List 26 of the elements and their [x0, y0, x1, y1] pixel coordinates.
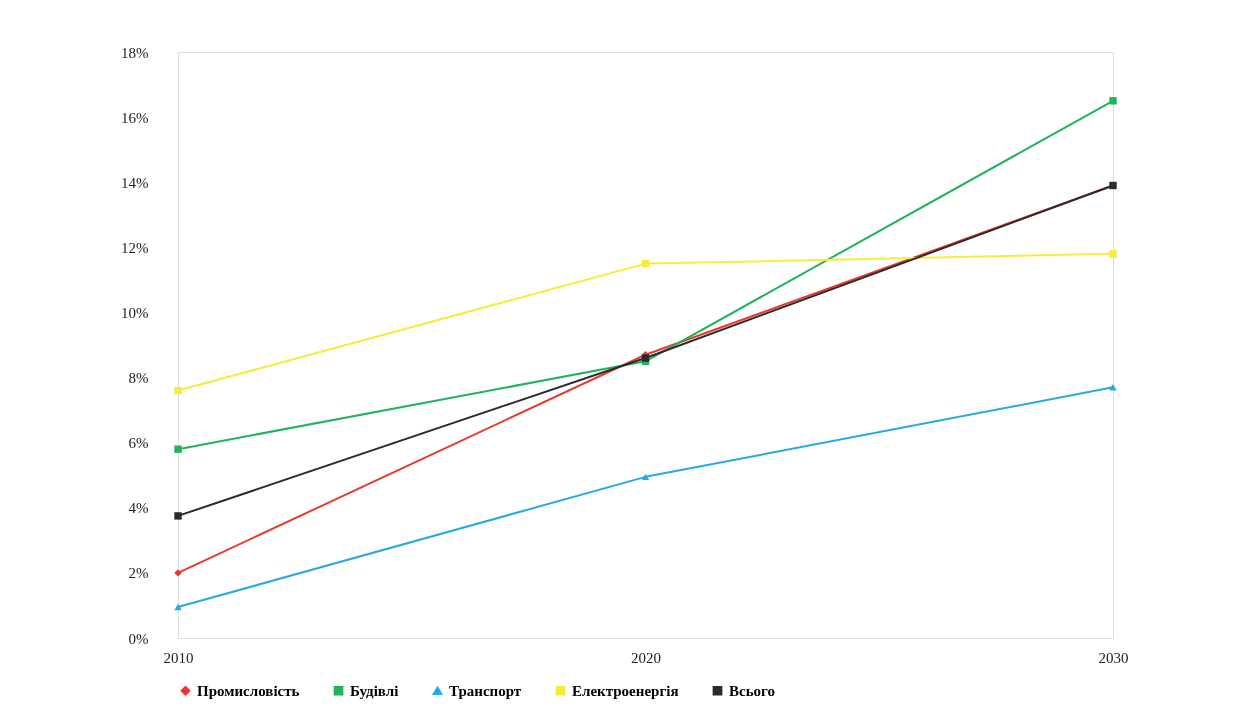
x-tick-label: 2030 [1098, 649, 1129, 666]
legend-label: Всього [729, 682, 776, 699]
point [641, 473, 650, 481]
y-tick-label: 16% [121, 109, 149, 126]
y-tick-label: 12% [121, 239, 149, 256]
point [1109, 97, 1117, 105]
legend-label: Електроенергія [572, 682, 679, 699]
x-tick-label: 2010 [163, 649, 194, 666]
point [174, 445, 182, 453]
legend-label: Промисловість [197, 682, 300, 699]
x-tick-label: 2020 [631, 649, 661, 666]
point [174, 603, 182, 611]
legend-label: Транспорт [449, 682, 522, 699]
y-tick-label: 0% [128, 630, 149, 647]
legend-label: Будівлі [350, 682, 399, 699]
y-tick-label: 10% [121, 304, 149, 321]
y-tick-label: 4% [128, 500, 149, 517]
y-tick-label: 18% [121, 44, 149, 61]
y-tick-label: 8% [128, 370, 149, 387]
y-tick-label: 6% [128, 435, 149, 452]
point [174, 512, 182, 520]
y-tick-label: 14% [121, 174, 149, 191]
y-tick-label: 2% [128, 565, 149, 582]
point [1109, 384, 1117, 391]
point [174, 386, 182, 395]
point [1109, 250, 1117, 258]
